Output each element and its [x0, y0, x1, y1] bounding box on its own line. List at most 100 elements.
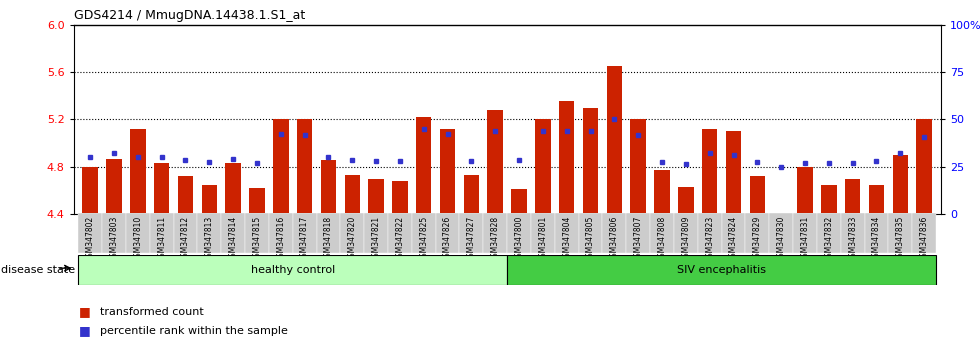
Bar [245, 213, 269, 253]
Bar [416, 117, 431, 214]
Bar [460, 213, 483, 253]
Bar [340, 213, 365, 253]
Text: GSM347834: GSM347834 [872, 216, 881, 262]
Bar [726, 131, 741, 214]
Bar [225, 163, 241, 214]
Text: GSM347811: GSM347811 [157, 216, 167, 262]
Bar [464, 175, 479, 214]
Text: GSM347800: GSM347800 [514, 216, 523, 262]
Text: GSM347831: GSM347831 [801, 216, 809, 262]
Text: GSM347832: GSM347832 [824, 216, 833, 262]
Bar [559, 101, 574, 214]
Text: GSM347812: GSM347812 [181, 216, 190, 262]
Bar [269, 213, 293, 253]
Text: SIV encephalitis: SIV encephalitis [677, 265, 766, 275]
Bar [221, 213, 245, 253]
Bar [125, 213, 150, 253]
Bar [512, 189, 527, 214]
Bar [535, 119, 551, 214]
Bar [702, 129, 717, 214]
Text: GSM347813: GSM347813 [205, 216, 214, 262]
Bar [889, 213, 912, 253]
Bar [864, 213, 889, 253]
Text: GSM347815: GSM347815 [253, 216, 262, 262]
Text: GDS4214 / MmugDNA.14438.1.S1_at: GDS4214 / MmugDNA.14438.1.S1_at [74, 9, 305, 22]
Bar [678, 187, 694, 214]
Text: transformed count: transformed count [100, 307, 204, 316]
Text: GSM347830: GSM347830 [777, 216, 786, 262]
Bar [578, 213, 603, 253]
Bar [650, 213, 674, 253]
Text: GSM347833: GSM347833 [848, 216, 858, 262]
Bar [82, 167, 98, 214]
Bar [607, 66, 622, 214]
Bar [202, 184, 217, 214]
Bar [916, 119, 932, 214]
Bar [273, 119, 288, 214]
Bar [893, 155, 908, 214]
Text: GSM347809: GSM347809 [681, 216, 690, 262]
Bar [412, 213, 436, 253]
Bar [868, 184, 884, 214]
Text: GSM347822: GSM347822 [395, 216, 405, 262]
Bar [626, 213, 650, 253]
Text: GSM347827: GSM347827 [466, 216, 476, 262]
Text: GSM347817: GSM347817 [300, 216, 309, 262]
Bar [197, 213, 221, 253]
Text: GSM347808: GSM347808 [658, 216, 666, 262]
Text: GSM347818: GSM347818 [324, 216, 333, 262]
Bar [531, 213, 555, 253]
Text: ■: ■ [78, 305, 90, 318]
Bar [698, 213, 721, 253]
Bar [365, 213, 388, 253]
Text: GSM347801: GSM347801 [538, 216, 548, 262]
Text: GSM347821: GSM347821 [371, 216, 380, 262]
Text: GSM347810: GSM347810 [133, 216, 142, 262]
Text: GSM347803: GSM347803 [110, 216, 119, 262]
Bar [249, 188, 265, 214]
Text: GSM347823: GSM347823 [706, 216, 714, 262]
Bar [721, 213, 746, 253]
Bar [487, 110, 503, 214]
Bar [150, 213, 173, 253]
Bar [130, 129, 146, 214]
Bar [912, 213, 936, 253]
Text: GSM347835: GSM347835 [896, 216, 905, 262]
Bar [674, 213, 698, 253]
Bar [106, 159, 122, 214]
Bar [102, 213, 125, 253]
Text: percentile rank within the sample: percentile rank within the sample [100, 326, 288, 336]
Bar [841, 213, 864, 253]
Bar [177, 176, 193, 214]
Bar [317, 213, 340, 253]
Text: GSM347828: GSM347828 [491, 216, 500, 262]
Bar [508, 255, 936, 285]
Text: GSM347825: GSM347825 [419, 216, 428, 262]
Text: healthy control: healthy control [251, 265, 335, 275]
Text: GSM347826: GSM347826 [443, 216, 452, 262]
Bar [483, 213, 508, 253]
Bar [297, 119, 313, 214]
Bar [320, 160, 336, 214]
Bar [583, 108, 598, 214]
Bar [78, 213, 102, 253]
Text: ■: ■ [78, 325, 90, 337]
Bar [746, 213, 769, 253]
Bar [388, 213, 412, 253]
Text: GSM347824: GSM347824 [729, 216, 738, 262]
Bar [603, 213, 626, 253]
Bar [368, 179, 384, 214]
Text: GSM347829: GSM347829 [753, 216, 761, 262]
Bar [78, 255, 508, 285]
Bar [769, 213, 793, 253]
Bar [845, 179, 860, 214]
Bar [392, 181, 408, 214]
Bar [436, 213, 460, 253]
Text: GSM347806: GSM347806 [610, 216, 619, 262]
Bar [750, 176, 765, 214]
Bar [555, 213, 578, 253]
Bar [655, 170, 669, 214]
Bar [345, 175, 360, 214]
Bar [440, 129, 456, 214]
Bar [173, 213, 197, 253]
